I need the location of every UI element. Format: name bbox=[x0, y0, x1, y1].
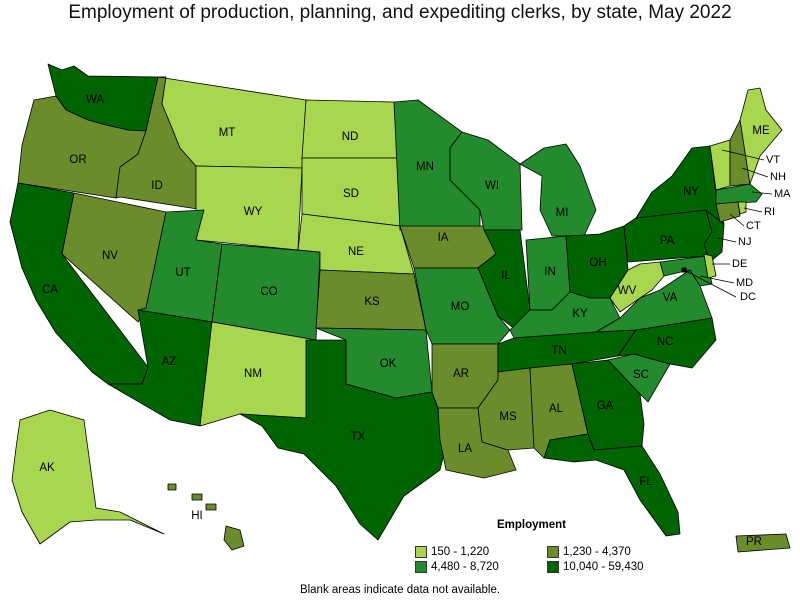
label-dc: DC bbox=[740, 291, 756, 303]
label-ct: CT bbox=[746, 220, 761, 232]
label-ne: NE bbox=[348, 246, 364, 258]
legend-item-2: 1,230 - 4,370 bbox=[547, 546, 631, 558]
label-mn: MN bbox=[416, 161, 434, 173]
label-ks: KS bbox=[364, 296, 380, 308]
label-fl: FL bbox=[639, 476, 653, 488]
label-hi: HI bbox=[191, 510, 203, 522]
legend-item-3: 4,480 - 8,720 bbox=[415, 561, 499, 573]
label-mo: MO bbox=[451, 301, 470, 313]
label-in: IN bbox=[544, 266, 556, 278]
label-la: LA bbox=[458, 443, 472, 455]
label-md: MD bbox=[736, 277, 753, 289]
label-nh: NH bbox=[770, 171, 786, 183]
legend-label-1: 150 - 1,220 bbox=[431, 546, 490, 558]
state-mi[interactable] bbox=[519, 143, 597, 237]
leader-dc bbox=[683, 269, 737, 298]
leader-md bbox=[699, 275, 735, 284]
label-ny: NY bbox=[683, 186, 699, 198]
label-de: DE bbox=[732, 258, 747, 270]
label-nv: NV bbox=[102, 250, 118, 262]
state-me[interactable] bbox=[739, 87, 783, 185]
label-nc: NC bbox=[657, 336, 674, 348]
state-sc[interactable] bbox=[607, 353, 671, 403]
state-fl[interactable] bbox=[543, 433, 681, 537]
label-il: IL bbox=[501, 270, 511, 282]
state-pr[interactable] bbox=[735, 533, 791, 553]
label-me: ME bbox=[752, 125, 770, 137]
label-wi: WI bbox=[485, 180, 499, 192]
legend-title: Employment bbox=[497, 519, 567, 531]
state-de[interactable] bbox=[703, 253, 717, 279]
label-sd: SD bbox=[343, 188, 359, 200]
label-sc: SC bbox=[633, 369, 649, 381]
state-ak[interactable] bbox=[11, 409, 165, 545]
label-ak: AK bbox=[39, 462, 55, 474]
label-nm: NM bbox=[244, 368, 262, 380]
label-ok: OK bbox=[380, 358, 397, 370]
label-wy: WY bbox=[244, 206, 263, 218]
leader-ma bbox=[751, 191, 773, 195]
label-ri: RI bbox=[764, 206, 775, 218]
leader-nj bbox=[717, 237, 737, 243]
label-or: OR bbox=[69, 154, 86, 166]
label-mt: MT bbox=[219, 127, 236, 139]
map-title: Employment of production, planning, and … bbox=[68, 2, 732, 23]
legend-label-2: 1,230 - 4,370 bbox=[563, 546, 631, 558]
footnote: Blank areas indicate data not available. bbox=[299, 584, 501, 596]
legend-swatch-2 bbox=[547, 546, 559, 558]
label-tx: TX bbox=[351, 431, 366, 443]
label-co: CO bbox=[260, 286, 277, 298]
label-oh: OH bbox=[589, 257, 606, 269]
state-ma[interactable] bbox=[715, 183, 763, 205]
label-ky: KY bbox=[572, 308, 588, 320]
state-ri[interactable] bbox=[737, 201, 747, 215]
label-id: ID bbox=[151, 180, 163, 192]
leader-ct bbox=[729, 213, 745, 227]
leader-vt bbox=[721, 149, 765, 161]
legend-swatch-4 bbox=[547, 561, 559, 573]
label-ut: UT bbox=[175, 267, 190, 279]
label-ms: MS bbox=[499, 411, 517, 423]
legend-item-1: 150 - 1,220 bbox=[415, 546, 489, 558]
leader-ri bbox=[743, 207, 763, 213]
label-wv: WV bbox=[618, 285, 637, 297]
label-ia: IA bbox=[438, 232, 449, 244]
label-vt: VT bbox=[766, 154, 780, 166]
label-nj: NJ bbox=[738, 236, 751, 248]
label-al: AL bbox=[549, 403, 564, 415]
state-nd[interactable] bbox=[301, 99, 401, 159]
label-wa: WA bbox=[86, 94, 104, 106]
label-mi: MI bbox=[556, 207, 569, 219]
label-pr: PR bbox=[746, 536, 762, 548]
legend-label-4: 10,040 - 59,430 bbox=[563, 561, 644, 573]
label-nd: ND bbox=[342, 131, 359, 143]
state-wi[interactable] bbox=[449, 131, 523, 231]
label-tn: TN bbox=[551, 345, 566, 357]
label-va: VA bbox=[663, 292, 678, 304]
state-hi[interactable] bbox=[223, 525, 245, 551]
legend-item-4: 10,040 - 59,430 bbox=[547, 561, 644, 573]
state-il[interactable] bbox=[477, 229, 531, 331]
state-tx[interactable] bbox=[239, 339, 449, 541]
state-hi-islands[interactable] bbox=[167, 483, 217, 511]
label-ma: MA bbox=[774, 188, 791, 200]
label-ar: AR bbox=[453, 368, 469, 380]
label-ca: CA bbox=[42, 284, 58, 296]
legend-swatch-1 bbox=[415, 546, 427, 558]
dc-marker bbox=[681, 267, 687, 273]
leader-nh bbox=[741, 167, 769, 178]
label-az: AZ bbox=[162, 356, 177, 368]
legend-label-3: 4,480 - 8,720 bbox=[431, 561, 499, 573]
label-ga: GA bbox=[597, 400, 614, 412]
legend-swatch-3 bbox=[415, 561, 427, 573]
label-pa: PA bbox=[660, 235, 675, 247]
